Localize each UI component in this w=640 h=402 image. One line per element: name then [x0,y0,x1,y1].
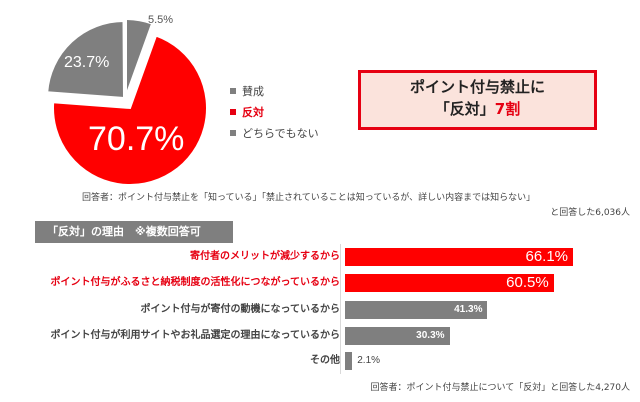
headline-prefix: 「反対」 [434,100,495,118]
bar: 30.3% [345,327,450,345]
pie-svg [46,17,208,186]
headline-line1: ポイント付与禁止に [409,78,545,96]
bar-value: 66.1% [525,248,569,265]
bar-label: ポイント付与が利用サイトやお礼品選定の理由になっているから [50,330,341,341]
legend-swatch-gray-icon [230,87,236,94]
legend-label: 賛成 [242,84,264,98]
bar-row: その他 2.1% [0,352,640,370]
bar-row: ポイント付与が利用サイトやお礼品選定の理由になっているから 30.3% [0,327,640,345]
pie-legend: 賛成 反対 どちらでもない [230,80,319,143]
bar-row: 寄付者のメリットが減少するから 66.1% [0,248,640,266]
bar-label: その他 [310,355,340,366]
legend-item-hantai: 反対 [230,101,319,122]
bar: 66.1% [345,248,574,266]
pie-label-hantai: 70.7% [88,120,185,158]
legend-label: 反対 [242,105,264,119]
bar-row: ポイント付与がふるさと納税制度の活性化につながっているから 60.5% [0,274,640,292]
reasons-header: 「反対」の理由 ※複数回答可 [35,221,233,243]
bar: 41.3% [345,301,488,319]
bar-value: 30.3% [416,330,445,341]
pie-respondents-note-1: 回答者：ポイント付与禁止を「知っている」「禁止されていることは知っているが、詳し… [82,193,536,203]
bar-label: ポイント付与が寄付の動機になっているから [140,304,341,315]
legend-item-dochiramo: どちらでもない [230,122,319,143]
headline-accent: 7割 [494,100,521,118]
bar-row: ポイント付与が寄付の動機になっているから 41.3% [0,301,640,319]
bar-axis-line [340,244,341,374]
pie-respondents-note-2: と回答した6,036人 [550,208,630,218]
pie-chart: 5.5% 70.7% 23.7% [0,0,220,200]
bar [345,352,353,370]
legend-swatch-gray-icon [230,129,236,136]
headline-box: ポイント付与禁止に 「反対」7割 [358,70,597,130]
bar-label: ポイント付与がふるさと納税制度の活性化につながっているから [50,277,341,288]
pie-label-sansei: 5.5% [148,14,174,26]
headline-line2: 「反対」7割 [361,98,594,120]
legend-label: どちらでもない [242,126,319,140]
bar-label: 寄付者のメリットが減少するから [190,251,340,262]
legend-swatch-red-icon [230,108,236,115]
bar: 60.5% [345,274,554,292]
legend-item-sansei: 賛成 [230,80,319,101]
pie-slice [125,17,154,97]
pie-label-dochiramo: 23.7% [64,54,110,71]
pie-slice [52,34,208,186]
pie-slice [46,19,126,100]
bar-respondents-note: 回答者：ポイント付与禁止について「反対」と回答した4,270人 [370,383,631,393]
bar-value: 41.3% [454,304,483,315]
bar-value: 2.1% [357,355,381,366]
bar-value: 60.5% [506,274,549,291]
